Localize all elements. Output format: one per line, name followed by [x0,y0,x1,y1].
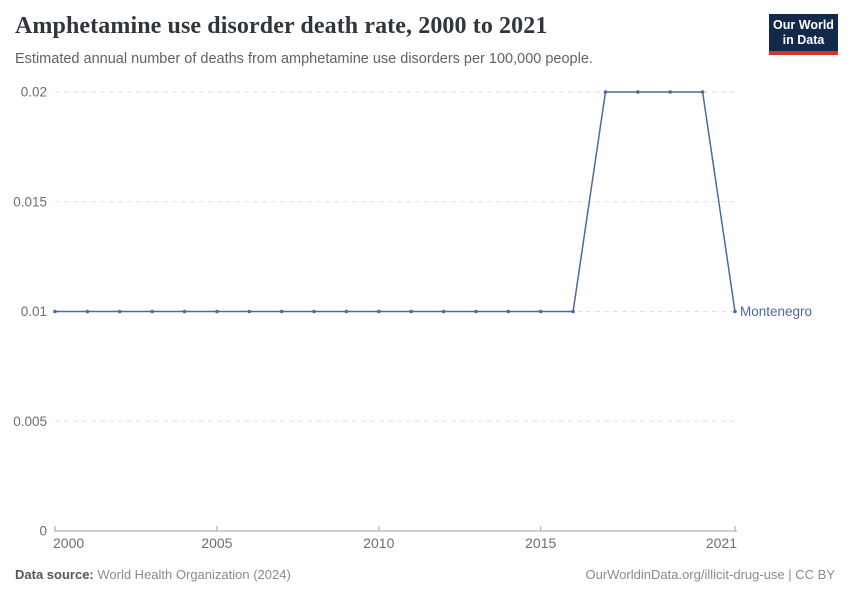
data-point[interactable] [279,309,284,314]
data-point[interactable] [474,309,478,314]
data-point[interactable] [636,90,640,94]
series-line[interactable] [55,91,736,313]
data-point[interactable] [85,309,90,314]
data-point[interactable] [215,309,219,314]
data-point[interactable] [700,90,705,94]
y-tick-label: 0.01 [21,304,47,319]
chart-footer: Data source: World Health Organization (… [15,567,835,582]
chart-subtitle: Estimated annual number of deaths from a… [15,51,593,67]
data-source-label: Data source: [15,567,94,582]
data-point[interactable] [506,309,511,314]
data-point[interactable] [733,309,737,314]
x-tick-label: 2021 [706,535,737,551]
data-point[interactable] [668,90,673,94]
x-tick-label: 2010 [363,535,394,551]
data-point[interactable] [344,309,349,314]
data-point[interactable] [247,309,252,314]
data-point[interactable] [53,309,57,314]
owid-logo[interactable]: Our World in Data [769,14,838,55]
owid-logo-line1: Our World [773,18,834,32]
data-point[interactable] [603,90,608,94]
chart-title: Amphetamine use disorder death rate, 200… [15,13,548,39]
data-point[interactable] [377,309,381,314]
owid-logo-line2: in Data [782,33,825,47]
data-point[interactable] [182,309,187,314]
y-tick-label: 0.02 [21,85,47,100]
data-point[interactable] [409,309,413,314]
data-point[interactable] [117,309,122,314]
data-source: Data source: World Health Organization (… [15,567,291,582]
credit-link[interactable]: OurWorldinData.org/illicit-drug-use | CC… [585,567,836,582]
x-tick-label: 2015 [525,535,556,551]
data-point[interactable] [150,309,154,314]
data-source-value: World Health Organization (2024) [93,567,291,582]
data-point[interactable] [571,309,575,314]
series-end-label: Montenegro [740,304,812,319]
data-point[interactable] [538,309,543,314]
y-tick-label: 0.005 [13,414,47,429]
y-tick-label: 0.015 [13,194,47,209]
x-tick-label: 2005 [201,535,232,551]
x-tick-label: 2000 [53,535,84,551]
data-point[interactable] [312,309,316,314]
y-tick-label: 0 [39,524,47,539]
data-point[interactable] [441,309,446,314]
